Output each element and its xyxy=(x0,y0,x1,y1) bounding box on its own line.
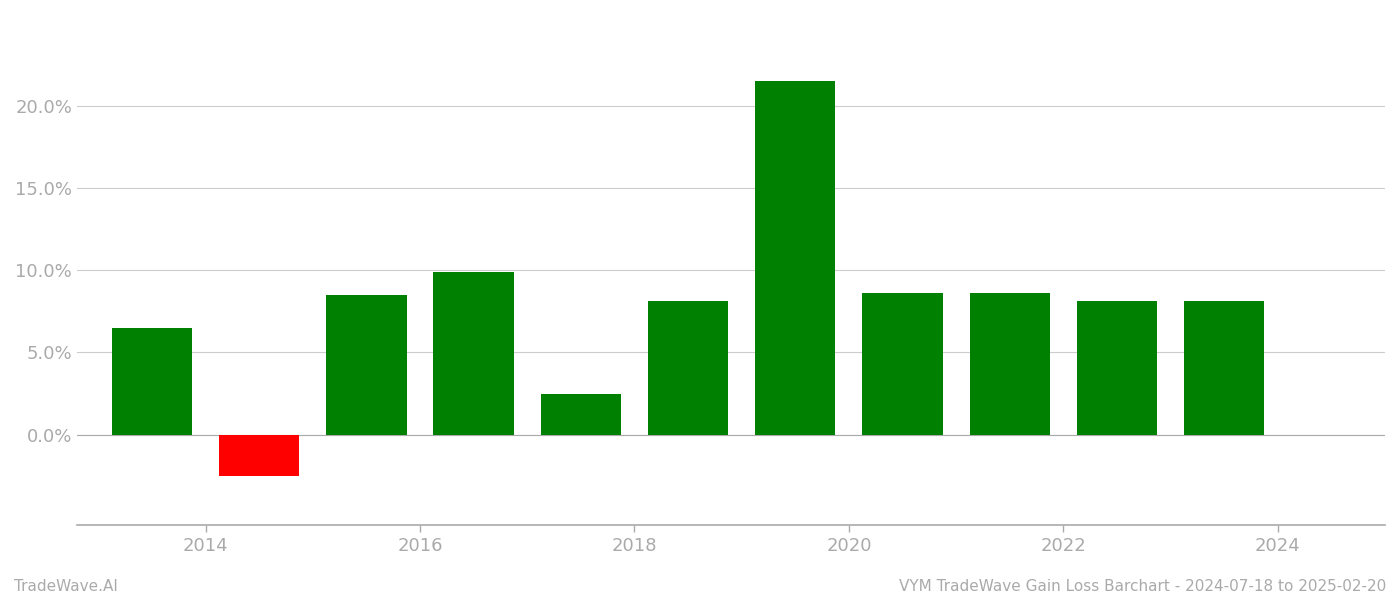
Bar xyxy=(1184,301,1264,434)
Bar xyxy=(326,295,406,434)
Text: TradeWave.AI: TradeWave.AI xyxy=(14,579,118,594)
Bar xyxy=(434,272,514,434)
Bar xyxy=(112,328,192,434)
Bar xyxy=(540,394,622,434)
Bar xyxy=(862,293,942,434)
Bar xyxy=(1077,301,1158,434)
Text: VYM TradeWave Gain Loss Barchart - 2024-07-18 to 2025-02-20: VYM TradeWave Gain Loss Barchart - 2024-… xyxy=(899,579,1386,594)
Bar xyxy=(648,301,728,434)
Bar xyxy=(218,434,300,476)
Bar xyxy=(970,293,1050,434)
Bar xyxy=(755,81,836,434)
